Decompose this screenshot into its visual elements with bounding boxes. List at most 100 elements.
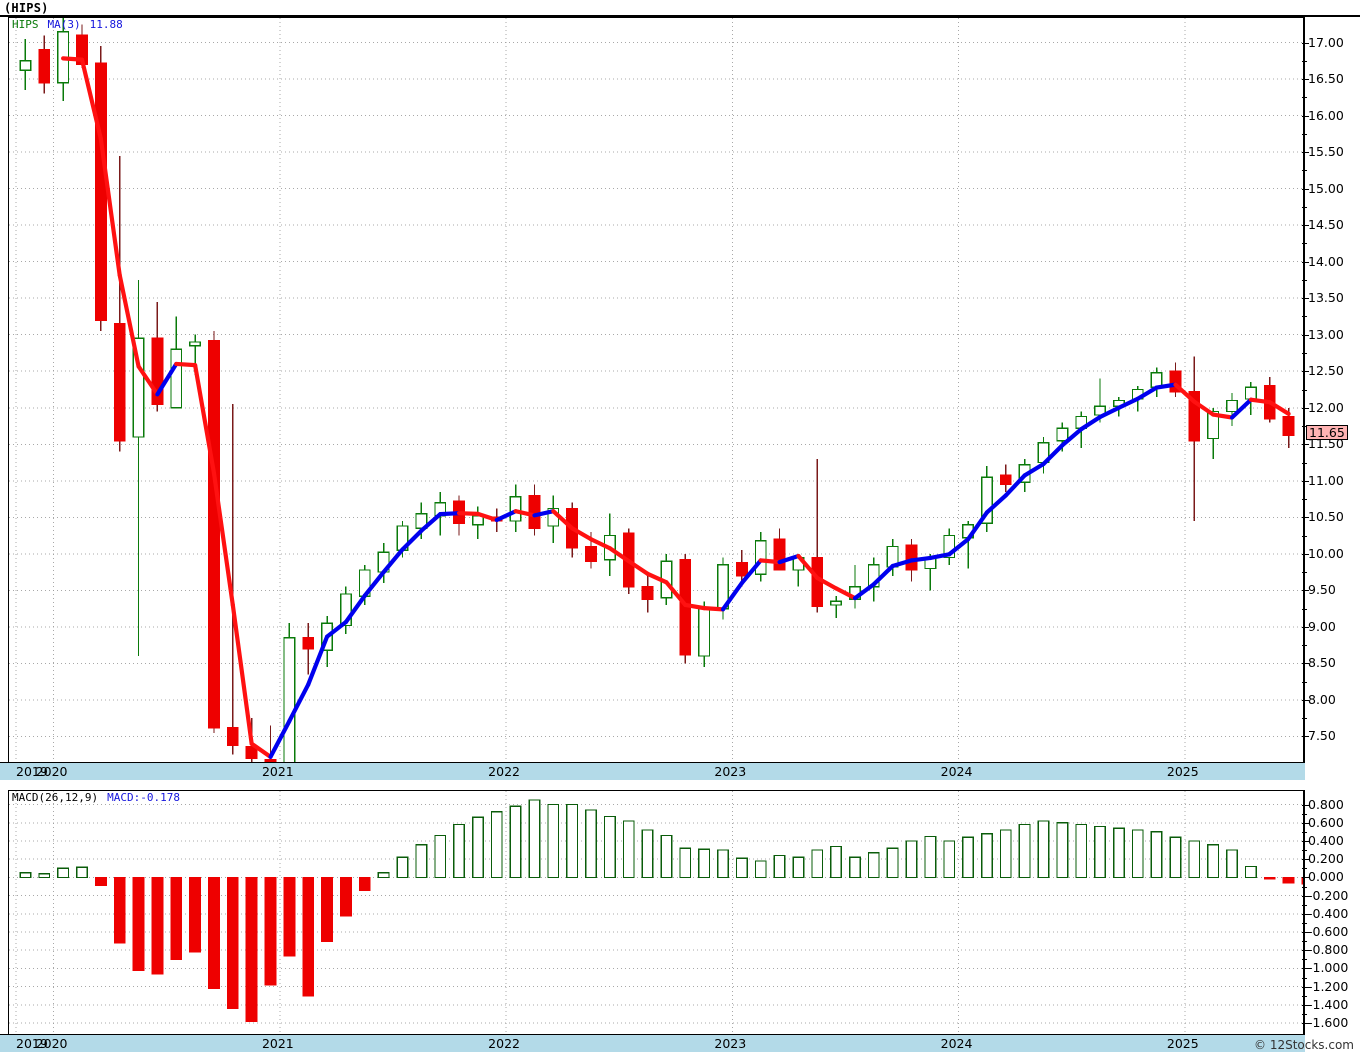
x-axis-year-label: 2022 [488,764,520,779]
y-axis-minor-tick [1302,535,1307,537]
page-title: (HIPS) [4,1,49,15]
price-plot-area[interactable] [8,17,1305,762]
y-axis-tick [1302,626,1309,628]
y-axis-tick [1302,517,1309,519]
y-axis-tick [1302,822,1309,824]
y-axis-tick-label: 9.50 [1308,582,1336,598]
x-axis-year-label: 2022 [488,1036,520,1051]
y-axis-tick [1302,1004,1309,1006]
y-axis-tick-label: -1.600 [1308,1015,1349,1031]
y-axis-tick-label: -0.200 [1308,887,1349,903]
y-axis-tick-label: -0.800 [1308,942,1349,958]
y-axis-tick [1302,1023,1309,1025]
y-axis-tick [1302,444,1309,446]
x-axis-year-label: 2024 [940,1036,973,1051]
y-axis-minor-tick [1302,60,1307,62]
y-axis-tick-label: 0.800 [1308,796,1344,812]
y-axis-tick-label: 0.600 [1308,814,1344,830]
y-axis-tick [1302,152,1309,154]
y-axis-tick [1302,225,1309,227]
y-axis-tick [1302,859,1309,861]
y-axis-tick [1302,79,1309,81]
y-axis-tick-label: 13.50 [1308,290,1344,306]
x-axis-year-label: 2021 [261,1036,294,1051]
title-divider [0,15,1360,17]
y-axis-tick-label: 0.400 [1308,832,1344,848]
y-axis-tick-label: 12.50 [1308,363,1344,379]
y-axis-tick-label: 14.50 [1308,217,1344,233]
y-axis-tick [1302,42,1309,44]
y-axis-minor-tick [1302,1013,1307,1015]
macd-plot-area[interactable] [8,790,1305,1034]
y-axis-tick-label: -1.200 [1308,978,1349,994]
y-axis-tick [1302,804,1309,806]
y-axis-minor-tick [1302,279,1307,281]
y-axis-minor-tick [1302,499,1307,501]
y-axis-minor-tick [1302,316,1307,318]
y-axis-minor-tick [1302,133,1307,135]
window-title-bar: (HIPS) [0,0,1360,16]
y-axis-tick [1302,877,1309,879]
price-frame-left [8,17,9,762]
y-axis-tick-label: 16.50 [1308,71,1344,87]
x-axis-year-label: 2021 [261,764,294,779]
copyright-label: © 12Stocks.com [1254,1038,1354,1052]
y-axis-minor-tick [1302,904,1307,906]
y-axis-minor-tick [1302,941,1307,943]
x-axis-year-label: 2024 [940,764,973,779]
y-axis-tick [1302,261,1309,263]
y-axis-tick [1302,188,1309,190]
y-axis-minor-tick [1302,831,1307,833]
x-axis-year-label: 2020 [35,1036,68,1051]
y-axis-minor-tick [1302,959,1307,961]
y-axis-tick [1302,986,1309,988]
x-axis-year-label: 2025 [1166,1036,1199,1051]
y-axis-tick [1302,699,1309,701]
y-axis-minor-tick [1302,868,1307,870]
y-axis-minor-tick [1302,572,1307,574]
y-axis-tick-label: 15.00 [1308,180,1344,196]
y-axis-minor-tick [1302,426,1307,428]
legend-symbol: HIPS [12,18,39,31]
x-axis-year-label: 2019 [16,1036,48,1051]
y-axis-minor-tick [1302,97,1307,99]
macd-legend: MACD(26,12,9) MACD:-0.178 [12,791,189,804]
legend-ma-value: 11.88 [89,18,123,31]
y-axis-tick [1302,968,1309,970]
price-x-axis-line [0,762,1305,763]
current-price-badge: 11.65 [1306,425,1348,441]
x-axis-year-label: 2025 [1166,764,1199,779]
y-axis-minor-tick [1302,922,1307,924]
macd-frame-right [1303,790,1305,1034]
y-axis-tick-label: 15.50 [1308,144,1344,160]
y-axis-minor-tick [1302,886,1307,888]
price-frame-top [8,17,1305,18]
y-axis-tick-label: 14.00 [1308,253,1344,269]
legend-ma-label: MA(3) [47,18,81,31]
macd-x-axis-line [0,1034,1305,1035]
y-axis-tick [1302,407,1309,409]
y-axis-tick-label: 0.200 [1308,851,1344,867]
y-axis-tick [1302,913,1309,915]
y-axis-tick-label: 17.00 [1308,34,1344,50]
x-axis-year-label: 2023 [714,1036,747,1051]
y-axis-tick-label: 8.00 [1308,691,1336,707]
price-chart-panel[interactable] [8,17,1305,762]
y-axis-tick-label: 12.00 [1308,399,1344,415]
x-axis-year-label: 2020 [35,764,68,779]
macd-chart-panel[interactable] [8,790,1305,1034]
macd-x-axis-strip: 2019 2020 2021 2022 2023 2024 2025 [0,1035,1305,1052]
y-axis-minor-tick [1302,995,1307,997]
y-axis-tick [1302,334,1309,336]
y-axis-tick [1302,840,1309,842]
y-axis-tick [1302,932,1309,934]
y-axis-minor-tick [1302,850,1307,852]
price-x-axis-strip: 2019 2020 2021 2022 2023 2024 2025 [0,763,1305,780]
y-axis-tick [1302,895,1309,897]
y-axis-minor-tick [1302,718,1307,720]
y-axis-tick-label: 16.00 [1308,107,1344,123]
y-axis-tick-label: 9.00 [1308,618,1336,634]
y-axis-minor-tick [1302,170,1307,172]
y-axis-minor-tick [1302,389,1307,391]
